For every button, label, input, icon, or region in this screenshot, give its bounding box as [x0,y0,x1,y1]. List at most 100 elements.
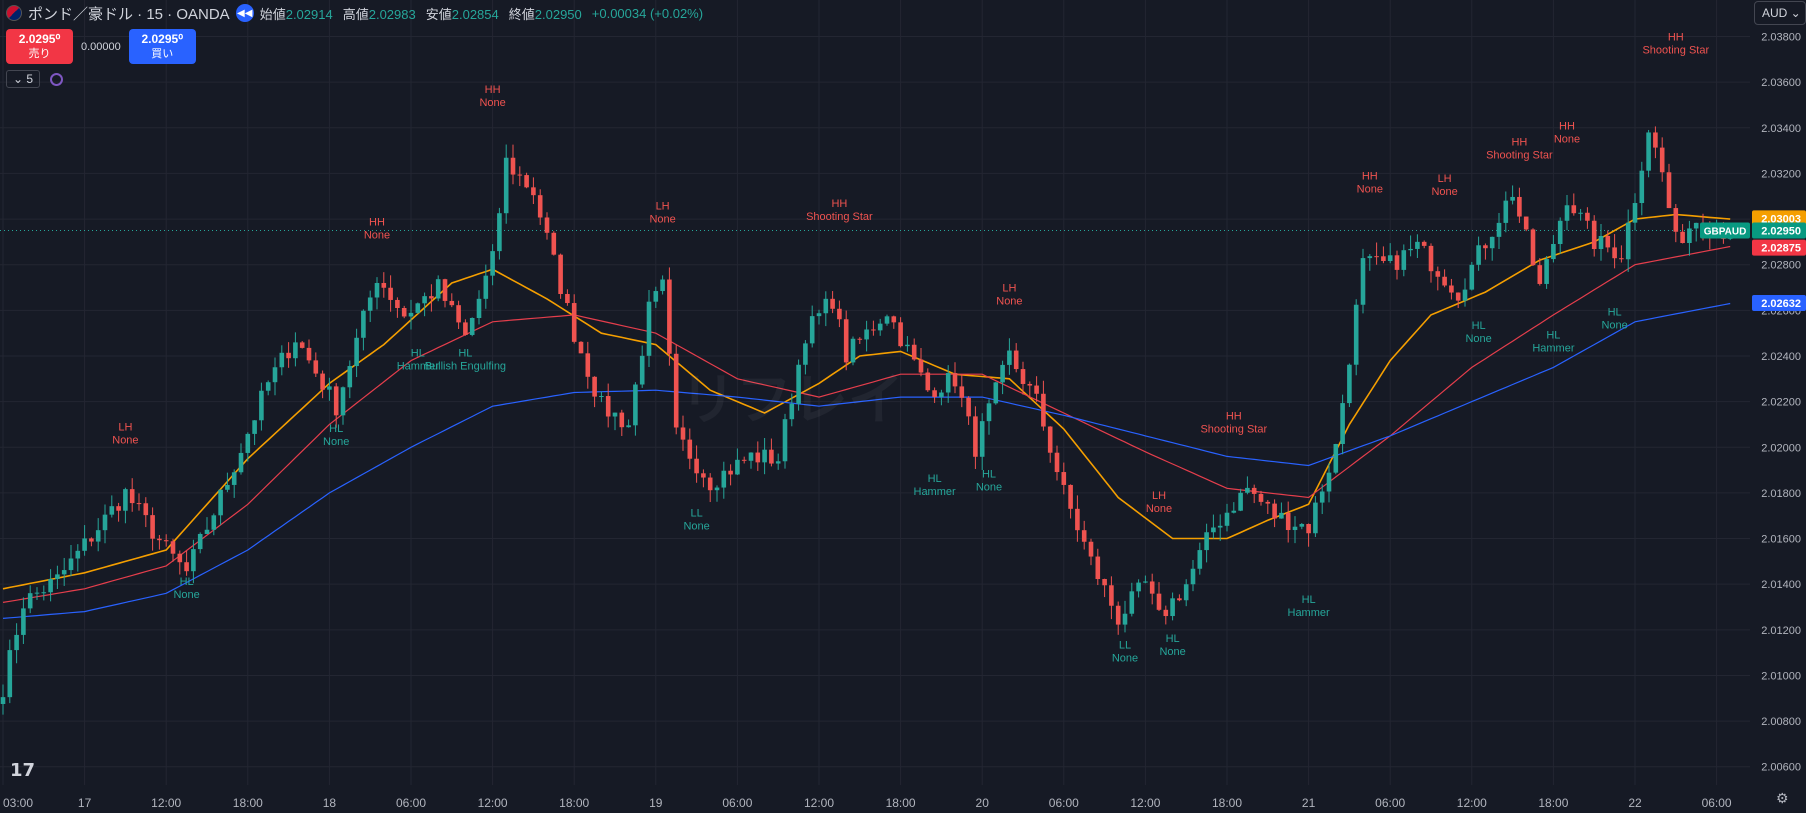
candle [1387,255,1393,261]
pattern-label: Shooting Star [806,211,873,223]
candle [1591,220,1597,250]
swing-label: HH [369,216,385,228]
price-tag [1752,239,1806,256]
candle [571,303,577,342]
swing-label: LH [1002,282,1016,294]
candle [660,279,665,292]
candle [129,489,135,504]
replay-icon[interactable]: ◀◀ [235,4,254,22]
candle [959,386,965,398]
sync-icon[interactable] [50,72,64,86]
indicator-row: ⌄ 5 [6,70,64,88]
candle [816,313,822,317]
candle [1557,220,1563,245]
candle [1231,510,1237,513]
buy-button[interactable]: 2.0295⁰ 買い [128,29,196,64]
y-tick-label: 2.02000 [1761,442,1801,454]
candle [265,382,271,391]
candle [21,608,26,635]
x-tick-label: 18 [323,796,337,810]
x-tick-label: 18:00 [233,796,263,810]
candle [259,390,264,421]
chart-header: ポンド／豪ドル · 15 · OANDA ◀◀ 始値2.02914 高値2.02… [6,2,707,24]
settings-icon[interactable]: ⚙ [1776,790,1789,806]
candle [333,386,339,416]
sell-button[interactable]: 2.0295⁰ 売り [6,29,73,64]
candle [1047,426,1053,453]
y-tick-label: 2.01000 [1761,670,1801,682]
tradingview-logo-icon[interactable]: 17 [10,760,36,781]
x-tick-label: 06:00 [1375,796,1405,810]
candle [388,287,393,300]
candle [1394,255,1400,270]
watermark: リフレイ [680,368,904,431]
x-tick-label: 18:00 [886,796,916,810]
candle [109,506,115,515]
candle [1156,593,1162,610]
candle [1075,508,1080,531]
candle [531,187,536,196]
symbol-title[interactable]: ポンド／豪ドル · 15 · OANDA [28,5,230,23]
candle [1143,581,1148,583]
pattern-label: Shooting Star [1486,149,1553,161]
y-tick-label: 2.01800 [1761,488,1801,500]
ohlc-open: 始値2.02914 [259,6,333,22]
candle [245,433,251,453]
trade-buttons: 2.0295⁰ 売り 0.00000 2.0295⁰ 買い [6,29,196,64]
candle [1503,200,1509,223]
candle [1625,222,1631,260]
candle [191,549,196,572]
candle [748,452,754,461]
candle [1034,385,1039,394]
candle [973,416,978,457]
candle [367,297,373,311]
candle [735,459,740,475]
candle [95,530,101,542]
candle [871,329,876,331]
candle [252,420,257,434]
x-tick-label: 03:00 [3,796,33,810]
candle [891,316,897,323]
candle [1013,350,1019,370]
indicator-toggle[interactable]: ⌄ 5 [6,70,41,88]
candle [578,341,584,354]
candle [14,634,19,651]
swing-label: HH [831,198,847,210]
candle [48,579,53,593]
swing-label: HH [1668,31,1684,43]
candle [231,472,237,485]
y-tick-label: 2.00600 [1761,762,1801,774]
candle [1612,247,1617,259]
candle [639,355,645,385]
swing-label: HL [1302,594,1316,606]
pattern-label: None [1146,503,1172,515]
candle [898,322,903,347]
pattern-labels: LHNoneHLNoneHHNoneHLNoneHLHammerHLBullis… [112,31,1709,664]
candle [408,312,414,317]
price-axis-bg [1752,0,1806,813]
pattern-label: Hammer [1532,342,1575,354]
ohlc-close: 終値2.02950 [508,6,582,22]
candle [1299,523,1305,527]
pattern-label: None [1112,653,1138,665]
candle [1666,172,1672,209]
candle [667,279,672,354]
candle [1177,598,1182,601]
y-tick-label: 2.01600 [1761,534,1801,546]
candle [272,367,278,383]
symbol-tag-label: GBPAUD [1704,226,1747,237]
candle [1313,502,1318,534]
candle [714,487,720,491]
candle [510,157,516,175]
candle [1360,258,1366,305]
candle [354,337,359,367]
candle [551,232,557,255]
x-tick-label: 17 [78,796,92,810]
candle [1115,605,1121,625]
candle [286,352,291,359]
pattern-label: Hammer [1288,607,1331,619]
currency-selector[interactable]: AUD ⌄ [1754,1,1806,25]
candle [1292,526,1298,531]
